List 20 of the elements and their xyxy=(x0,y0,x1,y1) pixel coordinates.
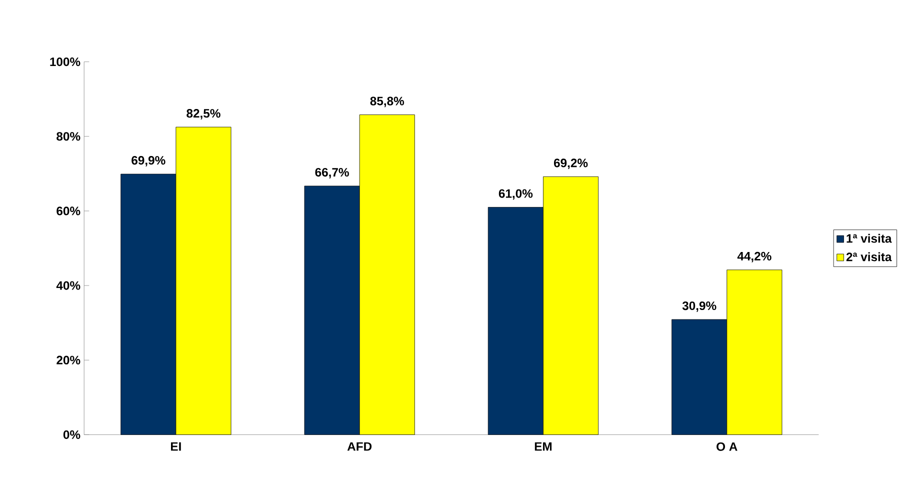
data-label: 69,9% xyxy=(132,156,166,166)
x-tick-label: O A xyxy=(716,442,738,451)
data-label: 44,2% xyxy=(737,252,772,262)
data-label: 30,9% xyxy=(682,301,716,312)
x-tick-label: AFD xyxy=(347,442,372,450)
y-tick-label: 60% xyxy=(56,206,80,216)
y-tick-label: 20% xyxy=(56,356,80,364)
legend-label: 1ª visita xyxy=(846,234,892,243)
y-tick-label: 100% xyxy=(50,57,80,66)
y-tick-label: 40% xyxy=(56,280,80,290)
data-label: 61,0% xyxy=(498,188,533,200)
data-label: 85,8% xyxy=(370,96,404,107)
y-tick-label: 0% xyxy=(63,430,80,439)
y-tick-label: 80% xyxy=(56,132,80,140)
legend-label: 2ª visita xyxy=(846,252,892,261)
data-label: 69,2% xyxy=(554,158,588,169)
x-tick-label: EM xyxy=(534,442,552,450)
x-tick-label: EI xyxy=(171,442,181,450)
data-label: 66,7% xyxy=(315,168,349,178)
data-label: 82,5% xyxy=(186,108,220,120)
